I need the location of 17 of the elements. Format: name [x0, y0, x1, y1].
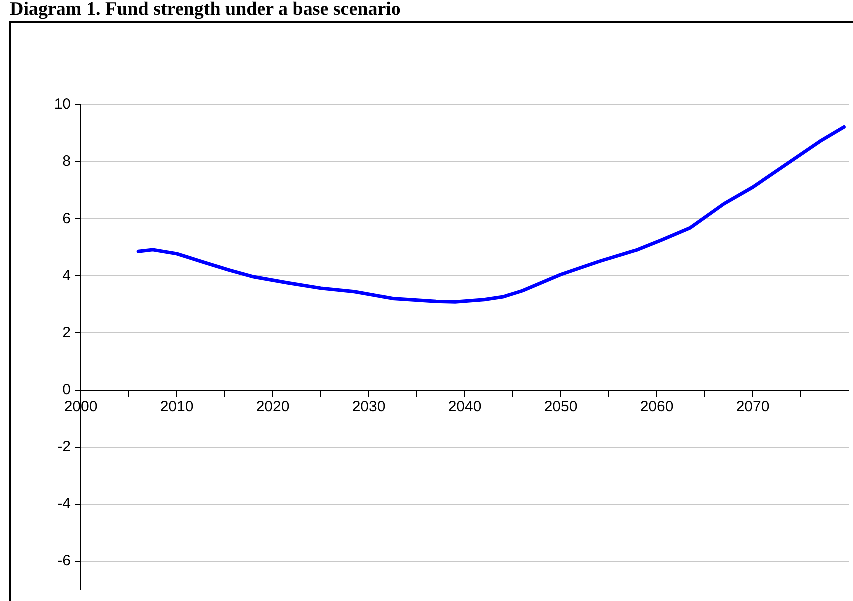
x-tick-label: 2050 [544, 398, 578, 416]
y-tick-label: 10 [54, 96, 71, 114]
y-tick-label: 0 [62, 381, 71, 398]
x-tick-label: 2070 [736, 398, 770, 416]
y-tick-label: 8 [62, 153, 71, 170]
y-tick-label: -6 [58, 552, 71, 570]
x-tick-label: 2010 [160, 398, 194, 416]
x-tick-label: 2020 [256, 398, 290, 416]
y-tick-label: 4 [62, 267, 71, 284]
x-tick-label: 2030 [352, 398, 386, 416]
y-tick-label: -2 [58, 438, 71, 456]
y-tick-label: 2 [62, 324, 71, 342]
x-tick-label: 2040 [448, 398, 482, 416]
x-tick-label: 2060 [640, 398, 674, 416]
y-tick-label: 6 [62, 210, 71, 228]
y-tick-label: -4 [58, 496, 71, 513]
chart-title: Diagram 1. Fund strength under a base scenario [10, 0, 401, 20]
